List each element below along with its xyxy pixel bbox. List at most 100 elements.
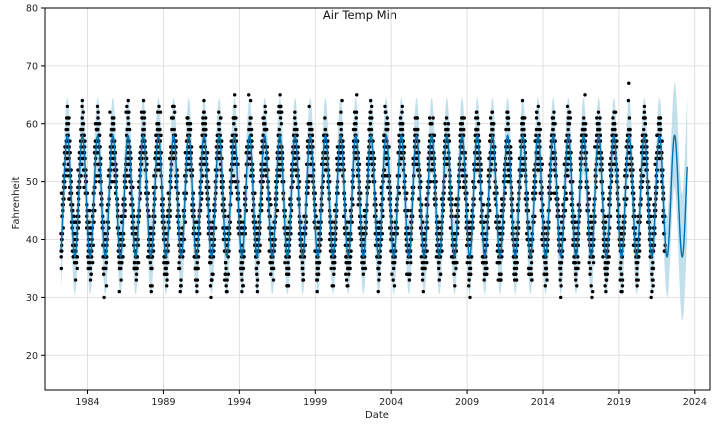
observed-point	[467, 278, 471, 282]
observed-point	[279, 122, 284, 126]
observed-point	[499, 278, 503, 282]
observed-point	[648, 197, 652, 201]
observed-point	[263, 110, 268, 114]
observed-point	[286, 260, 290, 265]
observed-point	[598, 127, 602, 132]
observed-point	[437, 260, 441, 265]
observed-point	[249, 127, 254, 132]
observed-point	[597, 122, 601, 126]
y-tick-label: 20	[26, 351, 38, 362]
observed-point	[590, 295, 594, 300]
observed-point	[177, 266, 182, 271]
observed-point	[452, 272, 456, 276]
observed-point	[363, 266, 368, 271]
observed-point	[400, 110, 404, 114]
observed-point	[361, 272, 366, 276]
observed-point	[643, 116, 647, 120]
observed-point	[224, 266, 228, 271]
observed-point	[329, 266, 333, 271]
observed-point	[481, 203, 486, 207]
observed-point	[421, 289, 425, 294]
y-tick-label: 30	[26, 293, 38, 304]
observed-point	[142, 116, 147, 120]
observed-point	[378, 260, 382, 265]
observed-point	[455, 260, 459, 265]
observed-point	[376, 266, 381, 271]
observed-point	[149, 226, 153, 230]
observed-point	[398, 116, 403, 120]
observed-point	[292, 156, 297, 161]
observed-point	[566, 174, 570, 178]
observed-point	[618, 266, 623, 271]
observed-point	[437, 278, 441, 282]
observed-point	[376, 289, 380, 294]
observed-point	[591, 260, 596, 265]
observed-point	[475, 116, 480, 120]
observed-point	[323, 127, 328, 132]
observed-point	[468, 266, 473, 271]
observed-point	[196, 255, 201, 259]
observed-point	[362, 260, 366, 265]
observed-point	[460, 122, 465, 126]
observed-point	[393, 260, 397, 265]
observed-point	[460, 174, 465, 178]
observed-point	[91, 260, 95, 265]
observed-point	[355, 93, 359, 97]
observed-point	[165, 278, 169, 282]
observed-point	[582, 116, 586, 120]
observed-point	[179, 284, 183, 288]
observed-point	[103, 232, 107, 236]
observed-point	[159, 133, 163, 138]
observed-point	[431, 116, 435, 120]
observed-point	[234, 127, 238, 132]
observed-point	[620, 289, 624, 294]
observed-point	[596, 110, 601, 114]
observed-point	[353, 127, 358, 132]
y-tick-label: 50	[26, 177, 38, 188]
observed-point	[87, 220, 91, 224]
observed-point	[386, 127, 390, 132]
observed-point	[135, 266, 139, 271]
observed-point	[316, 266, 320, 271]
observed-point	[628, 127, 632, 132]
observed-point	[223, 260, 228, 265]
observed-point	[293, 110, 297, 114]
observed-point	[408, 272, 412, 276]
observed-point	[65, 127, 70, 132]
observed-point	[446, 122, 451, 126]
observed-point	[613, 110, 618, 114]
observed-point	[164, 266, 169, 271]
observed-point	[165, 272, 169, 276]
observed-point	[208, 284, 213, 288]
observed-point	[166, 260, 170, 265]
observed-point	[172, 104, 176, 109]
observed-point	[157, 104, 161, 109]
observed-point	[254, 266, 259, 271]
observed-point	[354, 116, 358, 120]
observed-point	[177, 260, 181, 265]
observed-point	[89, 272, 94, 276]
observed-point	[270, 260, 275, 265]
observed-point	[240, 260, 245, 265]
observed-point	[202, 110, 206, 114]
observed-point	[535, 110, 539, 114]
observed-point	[584, 133, 588, 138]
x-tick-label: 1989	[151, 397, 175, 408]
observed-point	[309, 122, 313, 126]
observed-point	[659, 127, 663, 132]
observed-point	[104, 260, 109, 265]
observed-point	[416, 127, 420, 132]
observed-point	[80, 116, 84, 120]
observed-point	[567, 110, 572, 114]
observed-point	[338, 168, 342, 172]
observed-point	[368, 122, 373, 126]
observed-point	[178, 289, 182, 294]
observed-point	[286, 284, 291, 288]
observed-point	[462, 127, 466, 132]
observed-point	[233, 104, 237, 109]
observed-point	[332, 266, 336, 271]
observed-point	[249, 116, 253, 120]
observed-point	[558, 278, 562, 282]
observed-point	[553, 122, 557, 126]
observed-point	[476, 122, 481, 126]
